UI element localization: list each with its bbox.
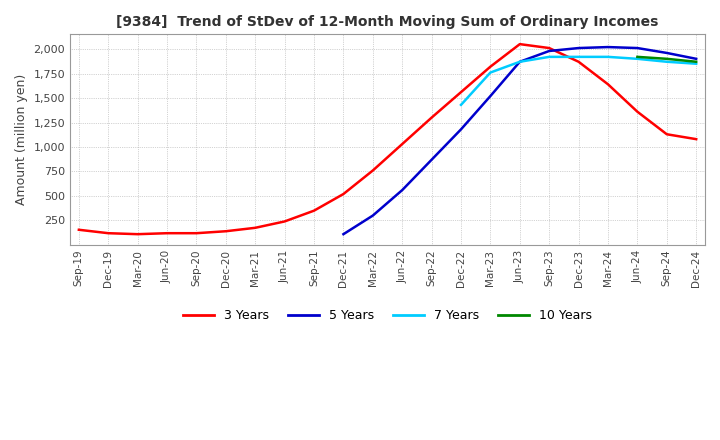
Legend: 3 Years, 5 Years, 7 Years, 10 Years: 3 Years, 5 Years, 7 Years, 10 Years — [178, 304, 598, 327]
Y-axis label: Amount (million yen): Amount (million yen) — [15, 74, 28, 205]
Title: [9384]  Trend of StDev of 12-Month Moving Sum of Ordinary Incomes: [9384] Trend of StDev of 12-Month Moving… — [117, 15, 659, 29]
